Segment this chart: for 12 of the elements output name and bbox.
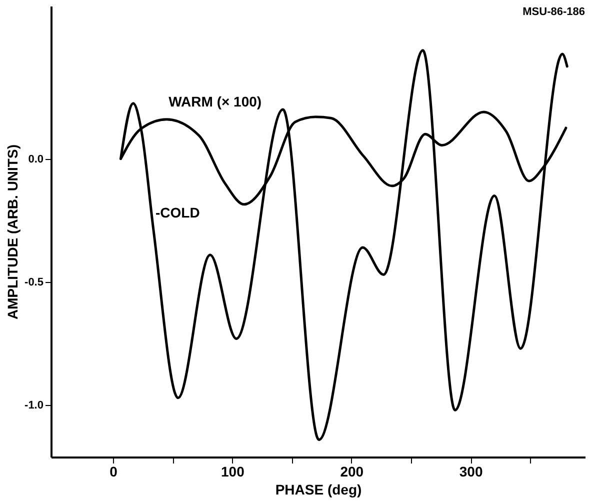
x-tick-label: 200 (340, 464, 364, 480)
annotation: -COLD (156, 204, 200, 220)
y-tick-label: -1.0 (24, 400, 44, 412)
x-tick-label: 300 (459, 464, 483, 480)
x-tick-label: 100 (221, 464, 245, 480)
y-tick-label: -0.5 (24, 276, 44, 289)
annotation: MSU-86-186 (522, 6, 585, 18)
annotation: WARM (× 100) (168, 93, 262, 110)
x-tick-label: 0 (110, 464, 118, 480)
y-axis-title: AMPLITUDE (ARB. UNITS) (4, 144, 21, 320)
y-tick-label: 0.0 (28, 153, 44, 166)
x-axis-title: PHASE (deg) (275, 482, 362, 498)
